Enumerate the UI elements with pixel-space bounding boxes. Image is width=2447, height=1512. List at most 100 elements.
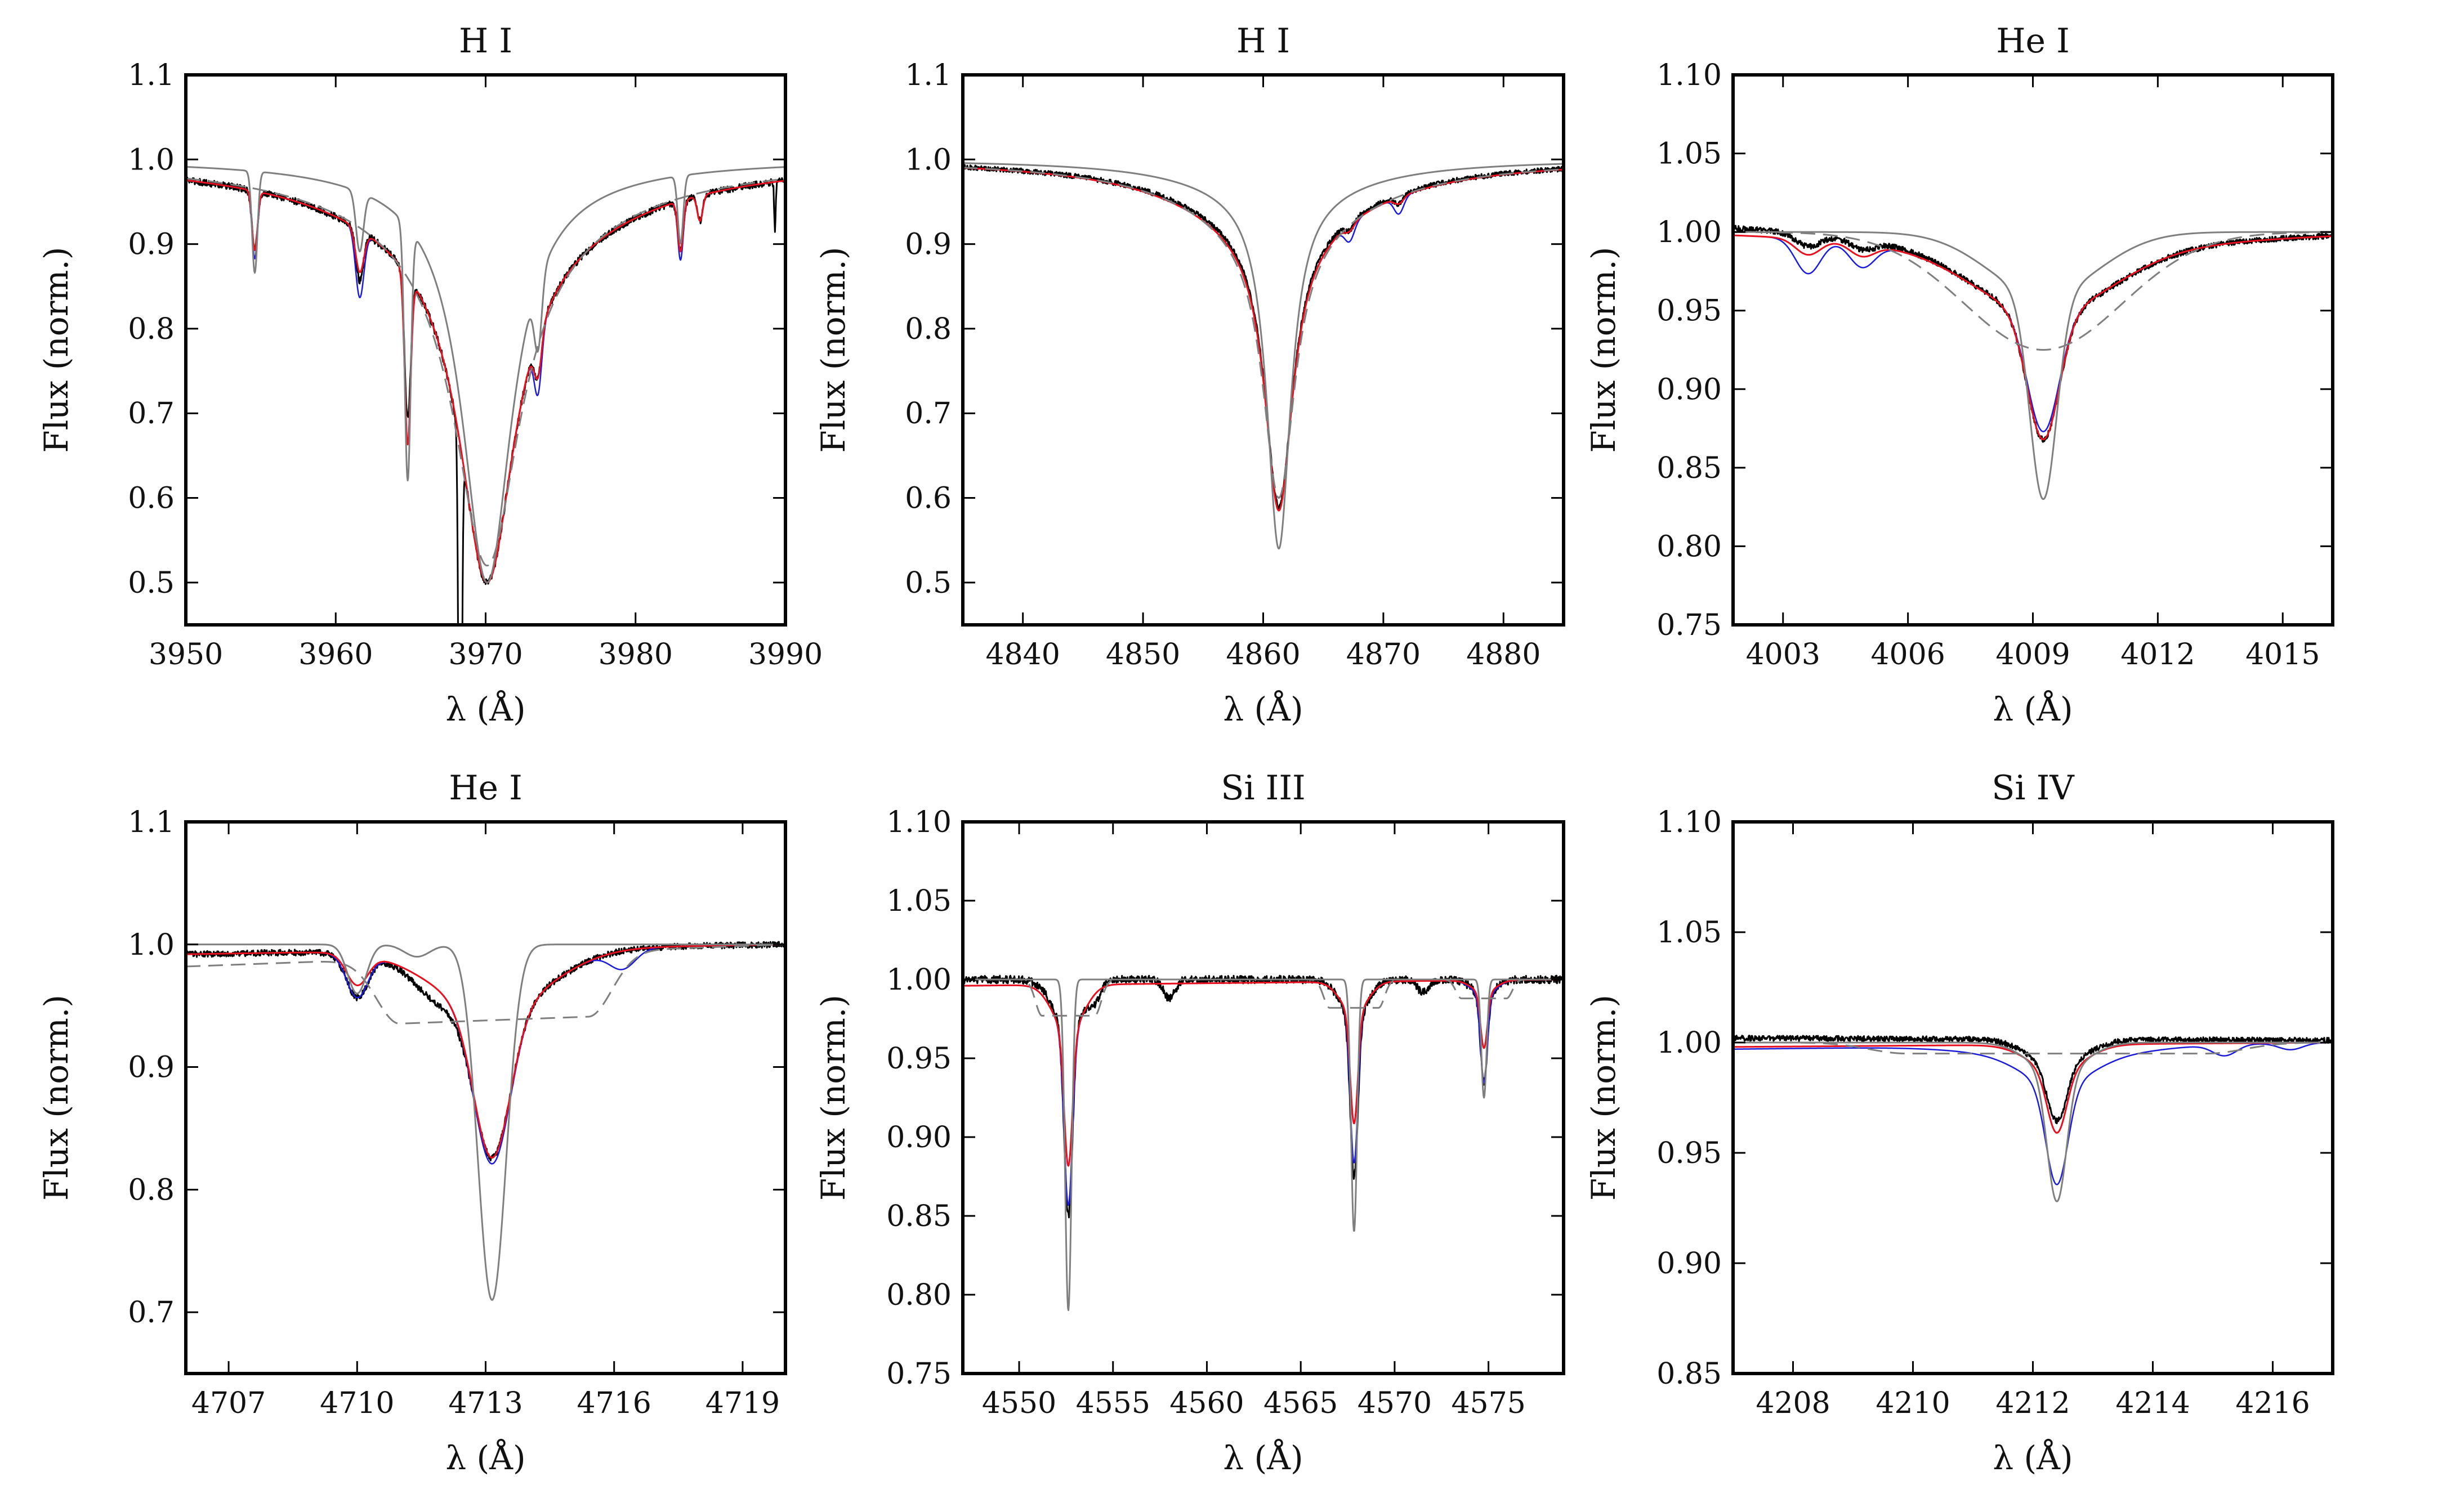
y-tick-label: 0.85 — [1656, 451, 1722, 485]
y-tick-label: 0.80 — [1656, 530, 1722, 563]
y-tick-label: 0.75 — [886, 1357, 952, 1391]
y-tick-label: 1.1 — [128, 59, 175, 92]
y-tick-label: 0.85 — [1656, 1357, 1722, 1391]
x-tick-label: 3960 — [298, 638, 373, 672]
y-tick-label: 0.5 — [905, 566, 952, 600]
series-model-gray-dashed — [186, 177, 785, 567]
y-tick-label: 1.0 — [905, 143, 952, 177]
panel-title: Si III — [1221, 768, 1305, 808]
panel-3: 4003 4006 4009 4012 4015 0.75 0.80 0.85 0.90 0.95… — [1584, 21, 2334, 728]
y-tick-label: 0.9 — [128, 1051, 175, 1085]
y-axis-label: Flux (norm.) — [1584, 995, 1623, 1201]
x-tick-label: 4214 — [2115, 1386, 2190, 1420]
panel-6-curves — [1733, 1035, 2333, 1202]
x-tick-label: 3950 — [149, 638, 223, 672]
series-model-gray-dashed — [186, 943, 785, 1025]
panel-title: H I — [1236, 21, 1290, 61]
series-model-gray — [963, 162, 1564, 550]
panel-title: Si IV — [1991, 768, 2075, 808]
panel-3-curves — [1733, 225, 2333, 500]
series-model-gray-dashed — [1733, 231, 2333, 351]
y-tick-label: 1.10 — [1656, 59, 1722, 92]
y-tick-label: 0.6 — [128, 482, 175, 516]
y-tick-label: 1.00 — [886, 963, 952, 997]
y-tick-label: 0.7 — [905, 397, 952, 431]
x-tick-label: 4208 — [1756, 1386, 1830, 1420]
x-tick-label: 4565 — [1263, 1386, 1338, 1420]
x-tick-label: 4710 — [320, 1386, 394, 1420]
y-tick-label: 0.75 — [1656, 609, 1722, 642]
y-tick-label: 1.05 — [1656, 137, 1722, 171]
y-tick-label: 0.9 — [128, 228, 175, 262]
panel-4-curves — [186, 941, 785, 1301]
series-model-blue — [186, 943, 785, 1165]
axes-frame — [1731, 73, 2334, 627]
x-axis-label: λ (Å) — [1223, 1439, 1303, 1477]
x-tick-label: 4560 — [1169, 1386, 1244, 1420]
panel-2: 4840 4850 4860 4870 4880 0.5 0.6 0.7 0.8 0.9 1.0 1.… — [814, 21, 1565, 728]
x-tick-label: 4870 — [1346, 638, 1421, 672]
series-model-gray — [186, 943, 785, 1301]
series-model-gray-dashed — [1733, 1041, 2333, 1055]
x-tick-label: 4555 — [1076, 1386, 1150, 1420]
panel-5: 4550 4555 4560 4565 4570 4575 0.75 0.80 0.85 0.90… — [814, 768, 1565, 1477]
y-tick-label: 0.85 — [886, 1200, 952, 1233]
y-tick-label: 0.90 — [886, 1121, 952, 1155]
y-tick-label: 0.8 — [905, 312, 952, 346]
y-tick-label: 0.7 — [128, 397, 175, 431]
x-tick-label: 4880 — [1466, 638, 1540, 672]
x-tick-label: 4015 — [2245, 638, 2320, 672]
y-axis-label: Flux (norm.) — [814, 247, 852, 453]
y-axis-label: Flux (norm.) — [37, 247, 75, 453]
panel-title: He I — [449, 768, 523, 808]
series-observed — [186, 941, 785, 1162]
panel-1: 3950 3960 3970 3980 3990 0.5 0.6 0.7 0.8 0.9 1.0 1.… — [37, 21, 823, 728]
x-tick-label: 4216 — [2235, 1386, 2310, 1420]
series-model-red — [186, 943, 785, 1159]
x-axis-label: λ (Å) — [1993, 690, 2073, 728]
y-tick-label: 0.95 — [1656, 294, 1722, 328]
x-tick-label: 4707 — [191, 1386, 266, 1420]
panel-1-curves — [186, 165, 785, 625]
series-observed — [963, 164, 1564, 509]
x-tick-label: 3980 — [599, 638, 673, 672]
y-tick-label: 0.9 — [905, 228, 952, 262]
y-tick-label: 1.05 — [886, 884, 952, 918]
y-tick-label: 1.10 — [886, 806, 952, 839]
axes-frame — [961, 820, 1565, 1375]
y-tick-label: 0.6 — [905, 482, 952, 516]
y-tick-label: 0.95 — [1656, 1137, 1722, 1170]
series-model-gray-dashed — [963, 167, 1564, 499]
y-tick-label: 1.1 — [905, 59, 952, 92]
y-tick-label: 1.1 — [128, 806, 175, 839]
series-model-gray — [186, 165, 785, 584]
panel-2-curves — [963, 162, 1564, 550]
y-tick-label: 1.00 — [1656, 216, 1722, 249]
series-model-blue — [1733, 1041, 2333, 1186]
y-tick-label: 1.00 — [1656, 1026, 1722, 1060]
x-tick-label: 4012 — [2120, 638, 2195, 672]
y-tick-label: 1.0 — [128, 928, 175, 962]
x-tick-label: 4009 — [1995, 638, 2070, 672]
x-tick-label: 4716 — [577, 1386, 651, 1420]
x-tick-label: 4003 — [1746, 638, 1820, 672]
x-tick-label: 4570 — [1358, 1386, 1432, 1420]
y-tick-label: 1.05 — [1656, 916, 1722, 950]
panel-title: H I — [459, 21, 512, 61]
y-tick-label: 0.95 — [886, 1042, 952, 1076]
y-tick-label: 0.8 — [128, 1173, 175, 1207]
y-tick-label: 0.7 — [128, 1296, 175, 1330]
series-model-gray-dashed — [963, 978, 1564, 1017]
panel-5-curves — [963, 974, 1564, 1312]
x-tick-label: 3990 — [748, 638, 823, 672]
x-tick-label: 4550 — [982, 1386, 1056, 1420]
x-axis-label: λ (Å) — [1993, 1439, 2073, 1477]
y-axis-label: Flux (norm.) — [1584, 247, 1623, 453]
axes-frame — [1731, 820, 2334, 1375]
x-tick-label: 4210 — [1876, 1386, 1950, 1420]
panel-title: He I — [1996, 21, 2070, 61]
x-axis-label: λ (Å) — [445, 1439, 525, 1477]
series-observed — [186, 176, 785, 625]
x-axis-label: λ (Å) — [1223, 690, 1303, 728]
